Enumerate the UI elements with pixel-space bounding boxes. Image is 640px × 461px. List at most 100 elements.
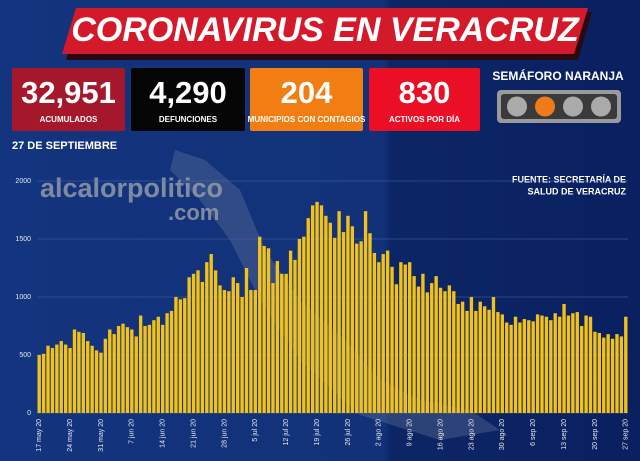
bar (77, 331, 81, 413)
bar (394, 284, 399, 413)
bar (597, 332, 602, 413)
x-tick-label: 17 may 20 (36, 419, 43, 452)
bar (147, 324, 152, 413)
bar (580, 326, 584, 413)
y-tick-label: 500 (19, 352, 31, 359)
date: 27 DE SEPTIEMBRE (12, 140, 117, 152)
bar (465, 310, 469, 413)
bar (482, 306, 487, 413)
bar (456, 303, 460, 413)
bar (452, 291, 456, 413)
bar (337, 211, 341, 413)
bar (491, 297, 496, 413)
bar (302, 236, 306, 413)
bar (513, 316, 518, 413)
x-tick-label: 12 jul 20 (283, 419, 290, 446)
semaforo-label: SEMÁFORO NARANJA (492, 68, 624, 83)
bar (108, 329, 112, 413)
bar (196, 270, 200, 413)
x-tick-label: 14 jun 20 (160, 419, 167, 448)
bar (518, 322, 522, 413)
bar (460, 301, 465, 413)
bar (41, 353, 46, 413)
bar (447, 285, 452, 413)
y-tick-label: 2000 (15, 178, 31, 185)
bar (99, 352, 103, 413)
bar (333, 237, 337, 413)
bar (222, 290, 227, 413)
bar (130, 329, 134, 413)
bar (275, 261, 280, 413)
bar (434, 276, 438, 413)
bar (183, 298, 187, 413)
bar (549, 320, 553, 413)
bar (430, 283, 434, 413)
bar (496, 312, 500, 413)
bar (469, 297, 474, 413)
bar (535, 314, 540, 413)
bar (231, 277, 235, 413)
bar (346, 215, 350, 413)
bar (509, 324, 513, 413)
bar (262, 245, 266, 413)
bar (266, 248, 271, 413)
map-silhouette (170, 150, 500, 440)
bar (37, 355, 41, 413)
bar (350, 226, 355, 413)
x-tick-label: 2 ago 20 (376, 419, 383, 446)
bar (213, 270, 218, 413)
bar (584, 315, 588, 413)
bar (487, 309, 491, 413)
bar (500, 314, 504, 413)
x-tick-label: 30 ago 20 (499, 419, 506, 450)
bar (399, 262, 403, 413)
title-banner (62, 8, 588, 54)
bar (55, 344, 59, 413)
bar (284, 273, 288, 413)
bar (474, 310, 478, 413)
bar (385, 250, 390, 413)
bar (527, 320, 531, 413)
x-tick-label: 20 sep 20 (592, 419, 599, 450)
stat-label: DEFUNCIONES (159, 115, 218, 124)
bar (324, 215, 328, 413)
bar (341, 232, 346, 413)
stat-box (250, 68, 363, 131)
bar (381, 254, 385, 413)
traffic-light-inner (501, 94, 617, 119)
bar (50, 348, 55, 413)
bar (174, 297, 178, 413)
watermark: .com (168, 200, 219, 225)
bar (116, 326, 121, 413)
bar (306, 218, 310, 413)
x-tick-label: 28 jun 20 (221, 419, 228, 448)
bar (615, 334, 619, 413)
bar (368, 233, 372, 413)
bar (359, 241, 363, 413)
bar (68, 348, 72, 413)
bar (205, 262, 209, 413)
x-tick-label: 9 ago 20 (407, 419, 414, 446)
bar (59, 341, 63, 413)
bar (372, 252, 377, 413)
stat-value: 32,951 (21, 75, 116, 110)
x-tick-label: 5 jul 20 (252, 419, 259, 442)
bar (443, 291, 447, 413)
x-tick-label: 26 jul 20 (345, 419, 352, 446)
bar (178, 299, 183, 413)
bar (505, 322, 509, 413)
x-tick-label: 21 jun 20 (190, 419, 197, 448)
bar (94, 350, 99, 413)
bar (244, 268, 249, 413)
bar (125, 327, 130, 413)
source: SALUD DE VERACRUZ (527, 186, 626, 196)
bar (63, 344, 68, 413)
y-tick-label: 1500 (15, 236, 31, 243)
x-tick-label: 23 ago 20 (468, 419, 475, 450)
bar (575, 312, 579, 413)
source: FUENTE: SECRETARÍA DE (512, 174, 626, 184)
bar (200, 281, 205, 413)
x-tick-label: 24 may 20 (67, 419, 74, 452)
bar (408, 262, 412, 413)
